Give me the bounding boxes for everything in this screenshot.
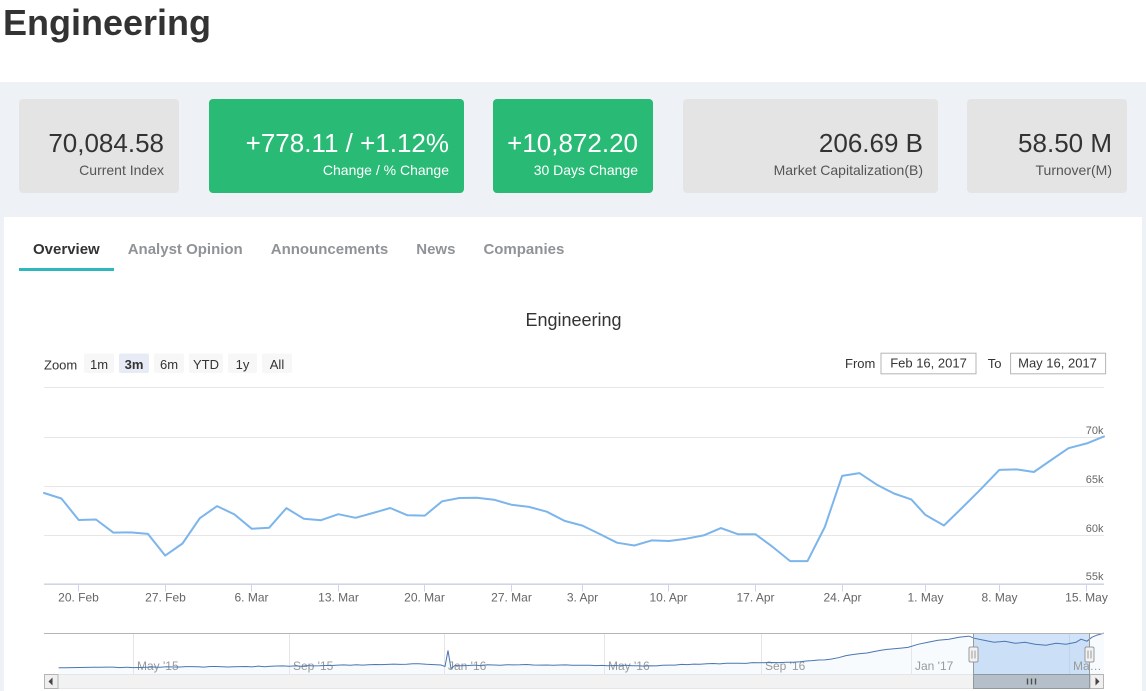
- svg-text:Zoom: Zoom: [44, 358, 77, 373]
- svg-text:55k: 55k: [1086, 571, 1104, 583]
- svg-text:Sep '16: Sep '16: [765, 659, 806, 673]
- svg-text:Engineering: Engineering: [525, 310, 621, 330]
- svg-text:15. May: 15. May: [1065, 591, 1108, 605]
- svg-text:From: From: [845, 356, 875, 371]
- svg-text:1m: 1m: [90, 357, 108, 372]
- svg-text:6. Mar: 6. Mar: [234, 591, 268, 605]
- svg-text:Feb 16, 2017: Feb 16, 2017: [890, 355, 967, 370]
- svg-text:65k: 65k: [1086, 474, 1104, 486]
- svg-text:17. Apr: 17. Apr: [736, 591, 774, 605]
- svg-text:10. Apr: 10. Apr: [649, 591, 687, 605]
- svg-text:3. Apr: 3. Apr: [567, 591, 598, 605]
- svg-text:6m: 6m: [160, 357, 178, 372]
- svg-text:20. Mar: 20. Mar: [404, 591, 445, 605]
- svg-text:3m: 3m: [125, 357, 144, 372]
- svg-text:Jan '17: Jan '17: [915, 659, 954, 673]
- svg-text:60k: 60k: [1086, 523, 1104, 535]
- svg-text:1. May: 1. May: [907, 591, 943, 605]
- svg-text:8. May: 8. May: [981, 591, 1017, 605]
- svg-text:70k: 70k: [1086, 425, 1104, 437]
- svg-text:All: All: [270, 357, 285, 372]
- svg-text:May 16, 2017: May 16, 2017: [1018, 355, 1097, 370]
- svg-text:13. Mar: 13. Mar: [318, 591, 359, 605]
- svg-text:27. Feb: 27. Feb: [145, 591, 186, 605]
- svg-text:1y: 1y: [236, 357, 250, 372]
- svg-text:24. Apr: 24. Apr: [823, 591, 861, 605]
- svg-text:20. Feb: 20. Feb: [58, 591, 99, 605]
- svg-text:YTD: YTD: [193, 357, 219, 372]
- svg-text:27. Mar: 27. Mar: [491, 591, 532, 605]
- svg-text:To: To: [988, 356, 1002, 371]
- svg-text:Ma…: Ma…: [1073, 659, 1102, 673]
- svg-text:May '15: May '15: [137, 659, 179, 673]
